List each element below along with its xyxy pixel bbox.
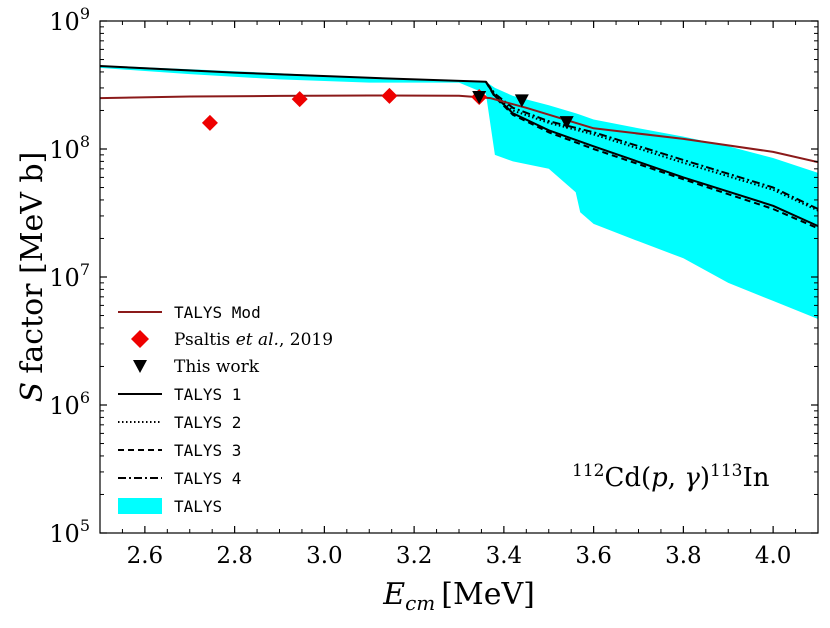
talys-2-line: [485, 81, 818, 212]
legend-item-talys-mod: TALYS Mod: [118, 303, 261, 322]
x-axis-label-sub: cm: [405, 591, 435, 615]
y-tick-label: 108: [49, 132, 90, 164]
legend-label-this-work: This work: [174, 357, 260, 377]
x-tick-label: 3.4: [486, 543, 523, 569]
x-axis-label-main: E: [382, 577, 405, 612]
annotation-pre-mass: 112: [572, 461, 604, 481]
talys-4-line: [485, 81, 818, 210]
legend-triangle-marker: [133, 360, 147, 373]
x-tick-label: 3.8: [665, 543, 702, 569]
data-markers: [201, 87, 574, 131]
this-work-point: [514, 94, 529, 108]
legend-item-talys-4: TALYS 4: [118, 469, 241, 488]
legend-item-talys-band: TALYS: [118, 497, 222, 516]
annotation-target: Cd(: [604, 463, 651, 493]
psaltis-point: [201, 114, 218, 131]
legend-item-talys-1: TALYS 1: [118, 385, 241, 404]
x-tick-label: 3.2: [396, 543, 433, 569]
x-axis-ticks: 2.6 2.8 3.0 3.2 3.4 3.6 3.8 4.0: [99, 21, 819, 569]
y-axis-label: Sfactor [MeV b]: [15, 152, 50, 403]
x-axis-label: Ecm [MeV]: [382, 577, 535, 615]
legend-item-this-work: This work: [133, 357, 260, 377]
annotation-post-mass: 113: [710, 461, 742, 481]
y-axis-label-italic: S: [15, 382, 50, 403]
x-tick-label: 2.8: [216, 543, 253, 569]
legend-label-talys-2: TALYS 2: [174, 413, 241, 432]
reaction-annotation: 112Cd(p, γ)113In: [572, 461, 770, 493]
legend-item-psaltis: Psaltis et al., 2019: [131, 330, 333, 350]
legend-label-talys-4: TALYS 4: [174, 469, 241, 488]
annotation-gamma: γ: [684, 463, 700, 493]
legend-label-talys-1: TALYS 1: [174, 385, 241, 404]
x-axis-label-unit: [MeV]: [441, 577, 535, 612]
annotation-comma: ,: [668, 463, 685, 493]
y-tick-label: 107: [49, 260, 90, 292]
legend-item-talys-2: TALYS 2: [118, 413, 241, 432]
talys-mod-line: [100, 94, 818, 164]
annotation-close: ): [700, 463, 710, 493]
psaltis-point: [291, 91, 308, 108]
y-axis-label-rest: factor [MeV b]: [15, 152, 50, 374]
x-tick-label: 3.6: [575, 543, 612, 569]
legend: TALYS Mod Psaltis et al., 2019 This work…: [118, 303, 333, 516]
annotation-product: In: [742, 463, 769, 493]
plot-area: [100, 65, 818, 320]
legend-label-talys-mod: TALYS Mod: [174, 303, 261, 322]
this-work-point: [472, 90, 487, 104]
y-tick-label: 106: [49, 388, 90, 420]
y-tick-label: 105: [49, 516, 90, 548]
this-work-point: [559, 116, 574, 130]
x-tick-label: 4.0: [755, 543, 792, 569]
psaltis-point: [381, 87, 398, 104]
y-axis-ticks: 105 106 107 108 109: [49, 4, 818, 548]
legend-label-psaltis: Psaltis et al., 2019: [174, 330, 333, 350]
x-tick-label: 3.0: [306, 543, 343, 569]
legend-label-talys-3: TALYS 3: [174, 441, 241, 460]
talys-band: [100, 65, 818, 320]
legend-diamond-marker: [131, 330, 149, 348]
x-tick-label: 2.6: [127, 543, 164, 569]
legend-label-talys-band: TALYS: [174, 497, 222, 516]
annotation-p: p: [651, 463, 668, 493]
talys-1-line: [100, 65, 818, 228]
legend-item-talys-3: TALYS 3: [118, 441, 241, 460]
y-tick-label: 109: [49, 4, 90, 36]
